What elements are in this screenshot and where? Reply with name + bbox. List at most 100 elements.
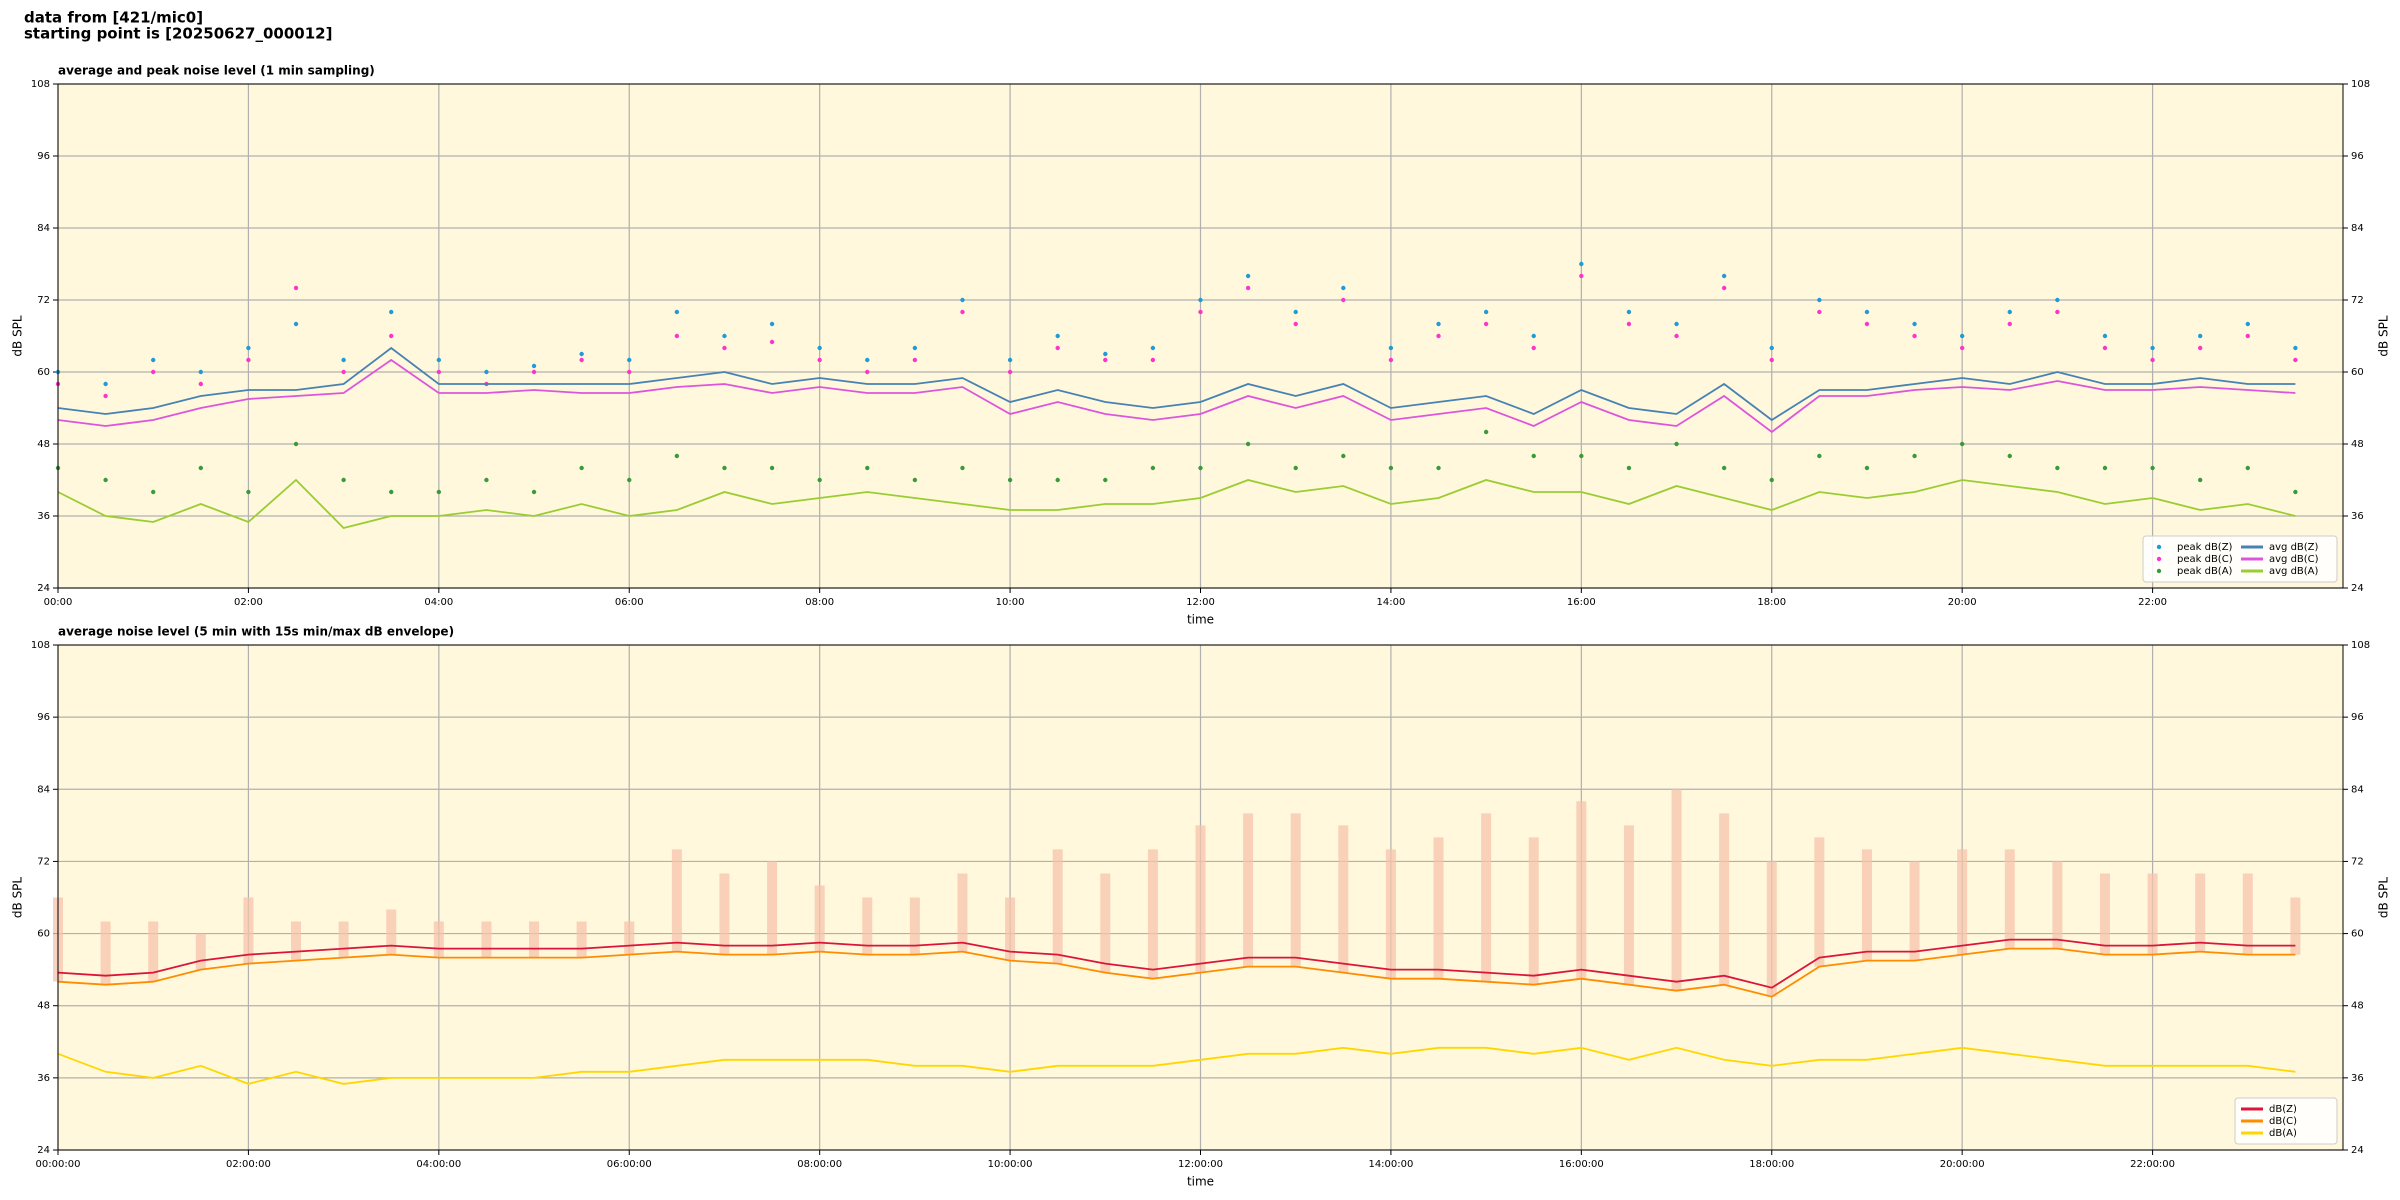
peak-point bbox=[1579, 453, 1584, 459]
x-tick-label: 00:00:00 bbox=[36, 1159, 81, 1170]
peak-point bbox=[2102, 345, 2108, 351]
series-line bbox=[57, 346, 2296, 422]
peak-point bbox=[1959, 441, 1965, 447]
legend-label: avg dB(A) bbox=[2269, 566, 2319, 577]
peak-point bbox=[1531, 333, 1536, 339]
peak-point bbox=[1245, 285, 1251, 291]
y-tick-label: 84 bbox=[37, 223, 50, 234]
x-tick-label: 02:00:00 bbox=[226, 1159, 271, 1170]
x-tick-label: 16:00 bbox=[1567, 597, 1596, 608]
x-tick-label: 20:00:00 bbox=[1940, 1159, 1985, 1170]
peak-point bbox=[2245, 465, 2250, 471]
peak-point bbox=[2150, 357, 2155, 363]
peak-point bbox=[2197, 477, 2203, 483]
x-tick-label: 14:00:00 bbox=[1368, 1159, 1413, 1170]
legend bbox=[2142, 535, 2338, 583]
peak-point bbox=[2293, 357, 2298, 363]
y-tick-label: 84 bbox=[37, 784, 50, 795]
legend-swatch bbox=[2156, 568, 2162, 574]
peak-point bbox=[293, 321, 299, 327]
x-tick-label: 16:00:00 bbox=[1559, 1159, 1604, 1170]
peak-point bbox=[1245, 273, 1251, 279]
peak-point bbox=[817, 357, 822, 363]
y-tick-label: 72 bbox=[37, 295, 50, 306]
peak-point bbox=[1721, 273, 1727, 279]
peak-point bbox=[2055, 309, 2060, 315]
peak-point bbox=[1436, 321, 1441, 327]
peak-point bbox=[1959, 333, 1965, 339]
x-tick-label: 18:00:00 bbox=[1749, 1159, 1794, 1170]
peak-point bbox=[627, 369, 632, 375]
peak-point bbox=[1483, 429, 1489, 435]
peak-point bbox=[769, 321, 775, 327]
peak-point bbox=[579, 357, 584, 363]
peak-point bbox=[1388, 357, 1394, 363]
peak-point bbox=[865, 357, 870, 363]
x-tick-label: 04:00:00 bbox=[416, 1159, 461, 1170]
peak-point bbox=[531, 489, 537, 495]
peak-point bbox=[1959, 345, 1965, 351]
peak-point bbox=[1531, 453, 1536, 459]
peak-point bbox=[1293, 321, 1298, 327]
y-tick-label: 108 bbox=[31, 79, 50, 90]
peak-point bbox=[1721, 285, 1727, 291]
peak-point bbox=[1721, 465, 1727, 471]
x-tick-label: 22:00:00 bbox=[2130, 1159, 2175, 1170]
peak-point bbox=[912, 477, 918, 483]
peak-point bbox=[2293, 345, 2298, 351]
peak-point bbox=[1007, 369, 1013, 375]
peak-point bbox=[2150, 345, 2155, 351]
peak-point bbox=[389, 333, 394, 339]
peak-point bbox=[1055, 333, 1060, 339]
peak-point bbox=[341, 477, 346, 483]
peak-point bbox=[436, 369, 442, 375]
x-tick-label: 00:00 bbox=[44, 597, 73, 608]
x-tick-label: 22:00 bbox=[2138, 597, 2167, 608]
peak-point bbox=[1674, 333, 1679, 339]
peak-point bbox=[436, 489, 442, 495]
series-line bbox=[57, 947, 2296, 998]
peak-point bbox=[1579, 273, 1584, 279]
peak-point bbox=[341, 357, 346, 363]
peak-point bbox=[2197, 345, 2203, 351]
y-tick-label: 60 bbox=[2351, 367, 2364, 378]
x-tick-label: 06:00:00 bbox=[607, 1159, 652, 1170]
peak-point bbox=[531, 363, 537, 369]
peak-point bbox=[1626, 465, 1632, 471]
x-tick-label: 10:00:00 bbox=[988, 1159, 1033, 1170]
legend-label: dB(C) bbox=[2269, 1116, 2297, 1127]
plot-frame bbox=[57, 83, 2344, 589]
peak-point bbox=[198, 381, 204, 387]
y-axis-label: dB SPL bbox=[11, 315, 25, 357]
peak-point bbox=[1150, 465, 1156, 471]
series-line bbox=[57, 358, 2296, 434]
plot-frame bbox=[57, 644, 2344, 1151]
peak-point bbox=[1817, 297, 1822, 303]
peak-point bbox=[436, 357, 442, 363]
legend-swatch bbox=[2156, 556, 2162, 562]
y-tick-label: 36 bbox=[37, 1073, 50, 1084]
peak-point bbox=[1864, 465, 1870, 471]
x-tick-label: 12:00 bbox=[1186, 597, 1215, 608]
peak-point bbox=[960, 309, 965, 315]
peak-point bbox=[1436, 333, 1441, 339]
legend-label: dB(A) bbox=[2269, 1128, 2297, 1139]
peak-point bbox=[2245, 321, 2250, 327]
peak-point bbox=[1198, 309, 1203, 315]
peak-point bbox=[198, 465, 204, 471]
peak-point bbox=[2150, 465, 2155, 471]
peak-point bbox=[1198, 465, 1203, 471]
peak-point bbox=[1103, 351, 1108, 357]
y-tick-label: 108 bbox=[31, 640, 50, 651]
y-tick-label: 96 bbox=[37, 151, 50, 162]
peak-point bbox=[1388, 465, 1394, 471]
legend-label: avg dB(C) bbox=[2269, 554, 2319, 565]
peak-point bbox=[1864, 309, 1870, 315]
y-tick-label: 72 bbox=[37, 856, 50, 867]
peak-point bbox=[246, 357, 251, 363]
peak-point bbox=[1769, 477, 1774, 483]
y-tick-label: 72 bbox=[2351, 295, 2364, 306]
legend-label: peak dB(A) bbox=[2177, 566, 2233, 577]
peak-point bbox=[1198, 297, 1203, 303]
peak-point bbox=[1817, 453, 1822, 459]
